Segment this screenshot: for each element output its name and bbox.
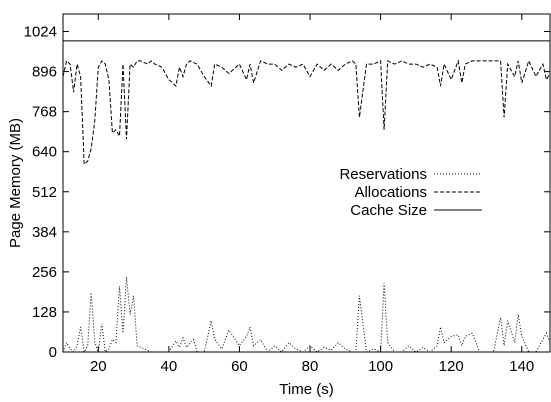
x-tick-label: 40	[161, 358, 178, 375]
y-tick-label: 1024	[24, 24, 57, 41]
x-tick-label: 120	[439, 358, 464, 375]
y-tick-label: 512	[32, 184, 57, 201]
x-tick-label: 140	[509, 358, 534, 375]
plot-frame	[62, 13, 551, 353]
legend-label-allocations: Allocations	[354, 184, 427, 201]
y-tick-label: 128	[32, 304, 57, 321]
x-tick-label: 80	[302, 358, 319, 375]
y-tick-label: 0	[49, 344, 57, 361]
y-tick-label: 896	[32, 64, 57, 81]
y-axis: 0 128 256 384 512 640 768 896 1024	[24, 24, 550, 361]
x-tick-label: 100	[368, 358, 393, 375]
y-axis-title: Page Memory (MB)	[7, 118, 24, 248]
x-axis: 20 40 60 80 100 120 140	[90, 14, 534, 375]
series-line-allocations	[62, 58, 551, 166]
plot-series	[62, 40, 551, 354]
y-tick-label: 768	[32, 104, 57, 121]
y-tick-label: 256	[32, 264, 57, 281]
x-tick-label: 60	[231, 358, 248, 375]
y-tick-label: 384	[32, 224, 57, 241]
x-axis-title: Time (s)	[279, 381, 333, 398]
legend-label-cache-size: Cache Size	[350, 202, 427, 219]
legend-label-reservations: Reservations	[339, 166, 427, 183]
x-tick-label: 20	[90, 358, 107, 375]
y-tick-label: 640	[32, 144, 57, 161]
